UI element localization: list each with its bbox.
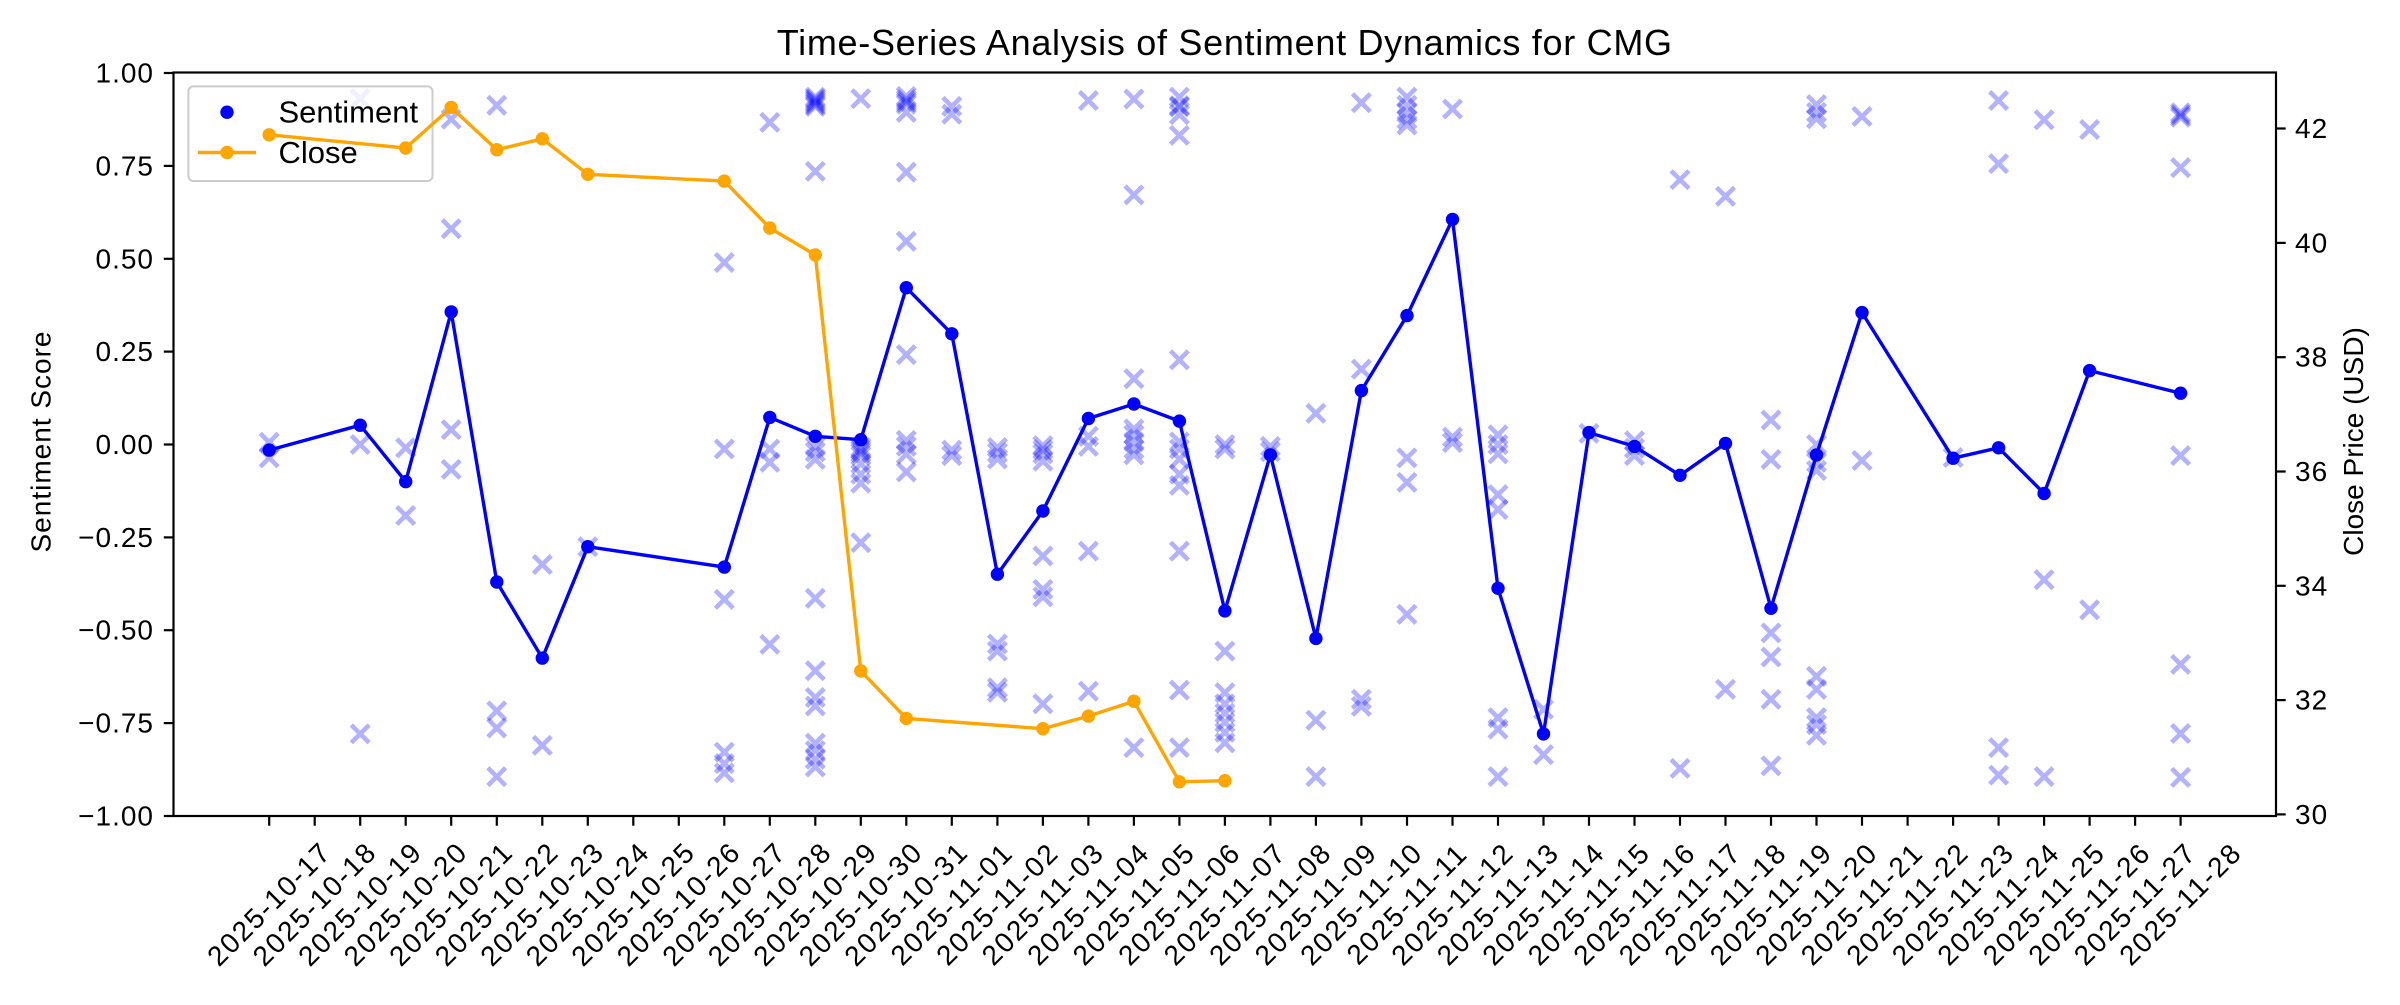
svg-text:−0.25: −0.25	[78, 522, 154, 553]
svg-text:Sentiment Score: Sentiment Score	[26, 331, 57, 553]
svg-text:0.50: 0.50	[96, 243, 155, 274]
svg-text:30: 30	[2295, 799, 2328, 830]
svg-text:42: 42	[2295, 113, 2328, 144]
svg-text:0.00: 0.00	[96, 429, 155, 460]
svg-text:−0.75: −0.75	[78, 708, 154, 739]
svg-text:−1.00: −1.00	[78, 801, 154, 832]
svg-text:1.00: 1.00	[96, 58, 155, 89]
svg-text:0.25: 0.25	[96, 336, 155, 367]
svg-text:Time-Series Analysis of Sentim: Time-Series Analysis of Sentiment Dynami…	[777, 22, 1673, 63]
svg-text:Close Price (USD): Close Price (USD)	[2338, 327, 2369, 556]
svg-text:38: 38	[2295, 342, 2328, 373]
svg-text:34: 34	[2295, 570, 2328, 601]
svg-text:0.75: 0.75	[96, 150, 155, 181]
svg-text:Sentiment: Sentiment	[279, 95, 419, 130]
svg-text:40: 40	[2295, 227, 2328, 258]
svg-text:32: 32	[2295, 685, 2328, 716]
svg-text:36: 36	[2295, 456, 2328, 487]
svg-text:−0.50: −0.50	[78, 615, 154, 646]
